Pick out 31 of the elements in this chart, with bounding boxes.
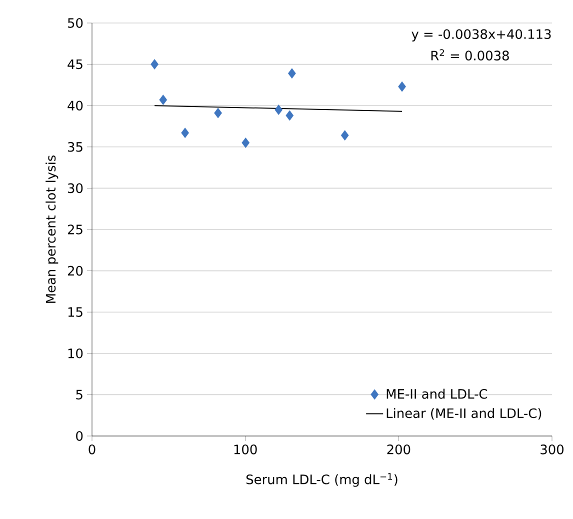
y-tick-label: 45 bbox=[68, 59, 82, 70]
point bbox=[398, 81, 406, 92]
legend-label: ME-II and LDL-C bbox=[386, 388, 488, 399]
point bbox=[150, 59, 159, 70]
y-tick-label: 0 bbox=[76, 431, 83, 441]
y-tick-label: 25 bbox=[68, 224, 82, 234]
x-tick-label: 300 bbox=[540, 444, 564, 454]
annotation: y = -0.0038x+40.113 bbox=[412, 29, 551, 42]
y-tick-label: 15 bbox=[68, 307, 82, 317]
point bbox=[286, 110, 294, 121]
y-tick-label: 30 bbox=[68, 183, 83, 194]
legend-label: Linear (ME-II and LDL-C) bbox=[386, 408, 542, 420]
y-tick-label: 40 bbox=[68, 100, 83, 111]
y-tick-label: 35 bbox=[68, 142, 82, 152]
y-tick-label: 10 bbox=[68, 348, 83, 358]
x-tick-label: 100 bbox=[234, 444, 257, 454]
point bbox=[340, 130, 349, 141]
y-tick-label: 50 bbox=[68, 18, 83, 28]
x-axis-title: Serum LDL-C (mg dL$^{−1}$) bbox=[246, 473, 398, 487]
point bbox=[242, 138, 250, 148]
point bbox=[181, 128, 190, 138]
annotation: R$^{2}$ = 0.0038 bbox=[431, 49, 509, 60]
point bbox=[159, 94, 168, 106]
x-tick-label: 200 bbox=[387, 444, 410, 454]
y-tick-label: 20 bbox=[68, 266, 83, 276]
point bbox=[214, 108, 222, 118]
point bbox=[288, 68, 296, 79]
y-tick-label: 5 bbox=[76, 390, 82, 400]
y-axis-title: Mean percent clot lysis bbox=[46, 155, 58, 303]
point bbox=[274, 104, 283, 115]
x-tick-label: 0 bbox=[88, 444, 96, 454]
